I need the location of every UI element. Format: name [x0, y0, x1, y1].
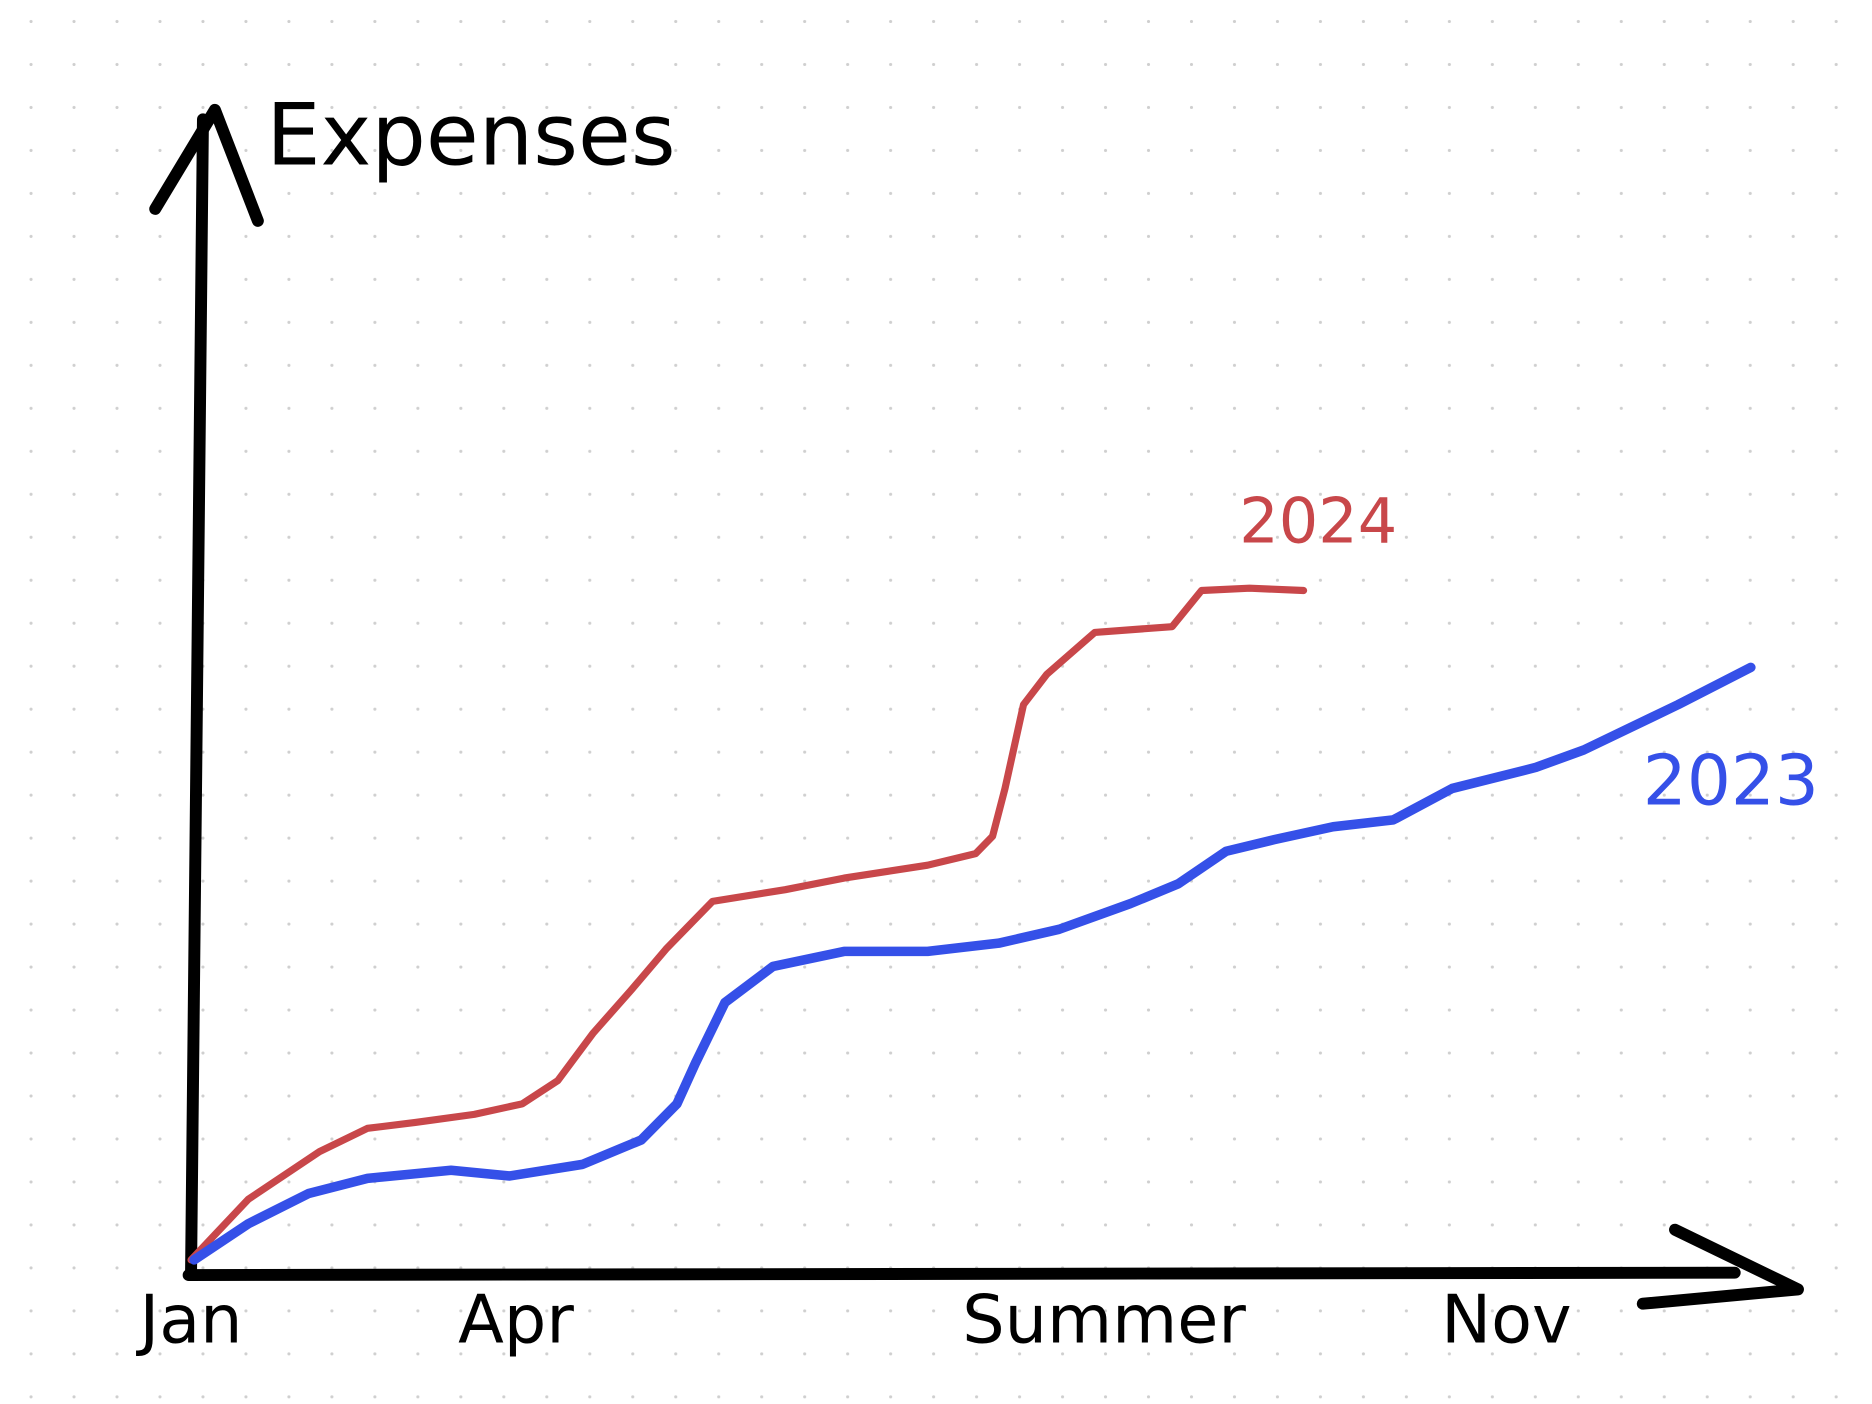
- line: [189, 662, 1756, 1265]
- axes: [149, 103, 1804, 1310]
- series-label: 2023: [1643, 742, 1819, 822]
- x-tick-label: Jan: [135, 1281, 242, 1359]
- line: [187, 584, 1308, 1264]
- y-axis: [185, 113, 209, 1282]
- x-tick-label: Summer: [962, 1281, 1246, 1359]
- x-tick-label: Apr: [458, 1281, 574, 1359]
- y-arrow: [149, 103, 264, 227]
- x-arrow: [1636, 1223, 1804, 1310]
- series-label: 2024: [1239, 484, 1397, 557]
- dot-grid: [9, 0, 1863, 1404]
- x-tick-label: Nov: [1441, 1281, 1571, 1359]
- x-axis: [182, 1266, 1741, 1282]
- y-axis-label: Expenses: [266, 85, 675, 185]
